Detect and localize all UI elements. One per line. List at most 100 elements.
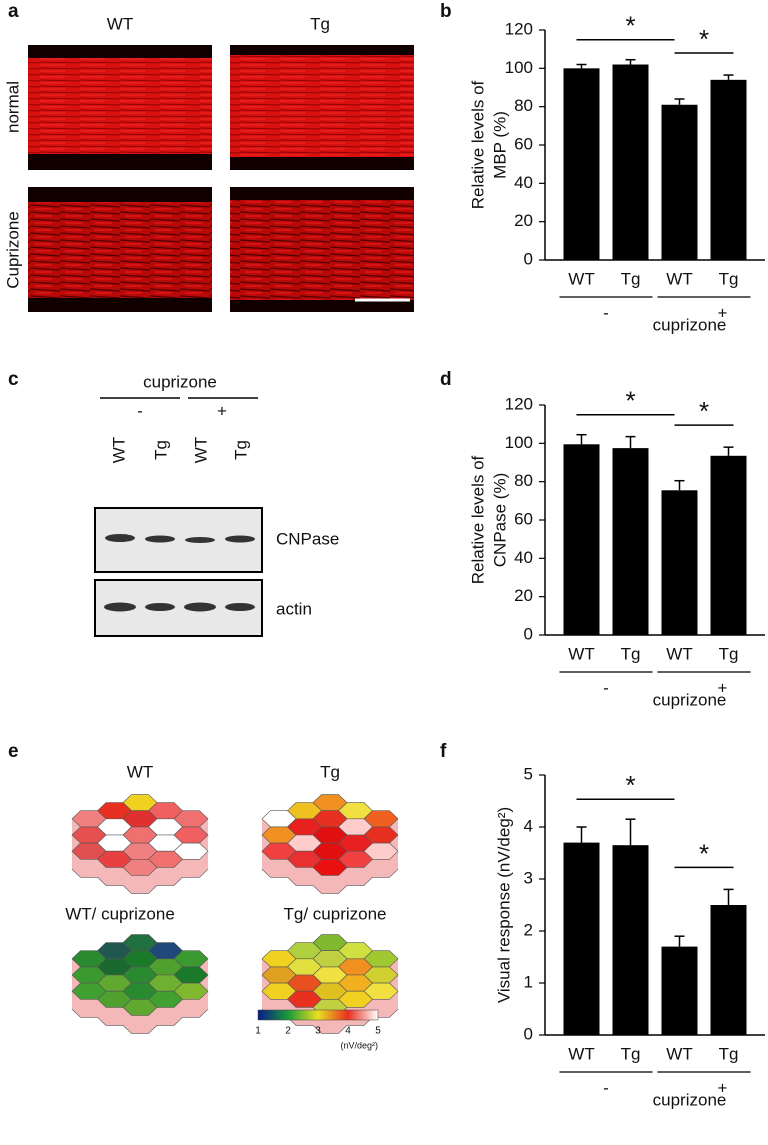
panel-label: e [8,741,19,762]
y-tick-label: 40 [514,173,533,192]
lane-label: WT [109,437,128,463]
y-tick-label: 20 [514,586,533,605]
significance-mark: * [699,396,709,426]
blot-bands [104,534,255,612]
y-tick-label: 80 [514,96,533,115]
panel-label: b [440,1,452,22]
x-tick-label: Tg [621,269,641,288]
band-label: actin [276,599,312,618]
colorbar-tick: 2 [285,1026,291,1037]
micrograph-tissue [230,55,414,157]
y-tick-label: 60 [514,134,533,153]
y-tick-label: 120 [505,19,533,38]
y-tick-label: 80 [514,471,533,490]
column-label: Tg [310,14,330,33]
y-axis-label: Visual response (nV/deg²) [494,807,513,1003]
bar [661,946,698,1035]
colorbar [257,1009,379,1021]
significance-mark: * [699,838,709,868]
y-tick-label: 2 [524,920,533,939]
colorbar-tick: 1 [255,1026,261,1037]
y-tick-label: 3 [524,868,533,887]
panel-label: c [8,369,19,390]
significance-mark: * [625,11,635,41]
lane-label: Tg [151,440,170,460]
significance-mark: * [699,24,709,54]
bar [563,444,600,635]
hex-cell [312,858,348,876]
bar [563,842,600,1035]
y-tick-label: 0 [524,624,533,643]
y-tick-label: 60 [514,509,533,528]
significance-mark: * [625,386,635,416]
panel-label: d [440,369,452,390]
row-label: Cuprizone [3,211,22,289]
bar [710,905,747,1035]
map-title: WT/ cuprizone [65,904,175,923]
lane-label: Tg [231,440,250,460]
blot-group: + [217,401,227,420]
colorbar-unit: (nV/deg²) [340,1040,378,1050]
y-axis-label: Relative levels of [468,80,487,209]
bar [612,845,649,1035]
panel-label: a [8,1,19,22]
group-label: - [603,1078,609,1097]
x-tick-label: WT [568,1044,594,1063]
colorbar-tick: 3 [315,1026,321,1037]
x-tick-label: Tg [719,644,739,663]
y-axis-label: Relative levels of [468,455,487,584]
hex-maps [71,794,399,1034]
x-tick-label: WT [568,269,594,288]
y-tick-label: 40 [514,548,533,567]
group-title: cuprizone [653,1090,727,1109]
y-tick-label: 0 [524,1024,533,1043]
band-label: CNPase [276,529,339,548]
group-label: + [718,303,728,322]
colorbar-tick: 5 [375,1026,381,1037]
significance-mark: * [625,770,635,800]
bar [661,490,698,635]
bar [710,79,747,260]
x-tick-label: Tg [621,644,641,663]
x-tick-label: WT [666,269,692,288]
map-title: Tg [320,762,340,781]
bar [710,455,747,635]
micrograph-tissue [28,58,212,154]
hex-cell [122,858,158,876]
bar [661,104,698,260]
hex-cell [122,998,158,1016]
bar [612,64,649,260]
group-title: cuprizone [653,690,727,709]
x-tick-label: WT [666,1044,692,1063]
y-tick-label: 120 [505,394,533,413]
group-label: + [718,678,728,697]
y-axis-label: MBP (%) [490,111,509,179]
map-title: WT [127,762,153,781]
panel-label: f [440,741,447,762]
bar [563,68,600,260]
map-title: Tg/ cuprizone [284,904,387,923]
y-tick-label: 100 [505,58,533,77]
x-tick-label: WT [666,644,692,663]
micrograph-tissue [230,200,414,300]
x-tick-label: Tg [719,269,739,288]
y-tick-label: 5 [524,764,533,783]
micrograph-tissue [28,202,212,298]
bar [612,448,649,635]
colorbar-tick: 4 [345,1026,351,1037]
y-tick-label: 1 [524,972,533,991]
y-axis-label: CNPase (%) [490,473,509,567]
y-tick-label: 4 [524,816,533,835]
lane-label: WT [191,437,210,463]
x-tick-label: Tg [621,1044,641,1063]
group-label: - [603,303,609,322]
row-label: normal [3,81,22,133]
blot-group: - [137,401,143,420]
group-label: + [718,1078,728,1097]
y-tick-label: 100 [505,433,533,452]
group-label: - [603,678,609,697]
column-label: WT [107,14,133,33]
blot-treatment: cuprizone [143,372,217,391]
y-tick-label: 20 [514,211,533,230]
